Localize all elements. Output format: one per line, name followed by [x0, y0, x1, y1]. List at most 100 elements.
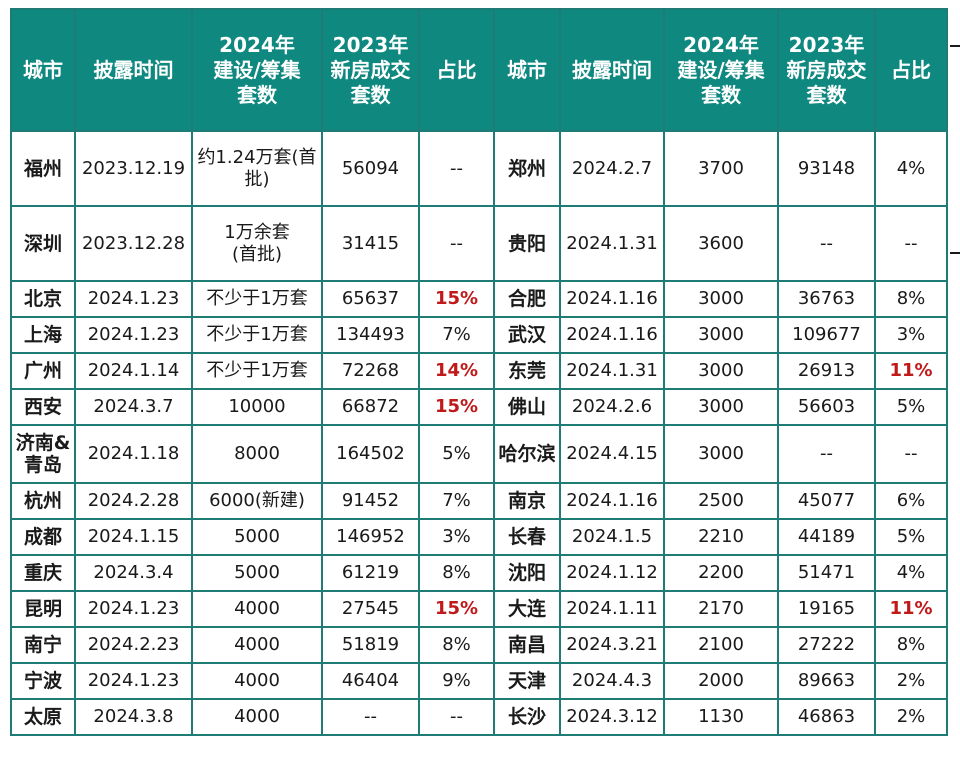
- left-city-cell: 济南& 青岛: [10, 424, 76, 484]
- right-city-cell: 沈阳: [493, 554, 561, 592]
- left-sales-cell: 91452: [321, 482, 420, 520]
- left-city-cell: 广州: [10, 352, 76, 390]
- left-date-cell: 2024.3.8: [74, 698, 193, 736]
- left-date-cell: 2024.1.18: [74, 424, 193, 484]
- header-date-right: 披露时间: [559, 8, 665, 132]
- header-city-left: 城市: [10, 8, 76, 132]
- left-sales-cell: 51819: [321, 626, 420, 664]
- right-city-cell: 郑州: [493, 130, 561, 207]
- right-sales-cell: 45077: [777, 482, 876, 520]
- left-city-cell: 福州: [10, 130, 76, 207]
- right-build-cell: 3000: [663, 316, 779, 354]
- right-sales-cell: --: [777, 205, 876, 282]
- left-city-cell: 太原: [10, 698, 76, 736]
- right-city-cell: 哈尔滨: [493, 424, 561, 484]
- right-city-cell: 合肥: [493, 280, 561, 318]
- header-row: 城市 披露时间 2024年 建设/筹集 套数 2023年 新房成交 套数 占比 …: [10, 8, 948, 132]
- left-date-cell: 2023.12.28: [74, 205, 193, 282]
- left-city-cell: 杭州: [10, 482, 76, 520]
- right-date-cell: 2024.1.16: [559, 316, 665, 354]
- right-ratio-cell: 3%: [874, 316, 948, 354]
- left-city-cell: 南宁: [10, 626, 76, 664]
- right-build-cell: 3000: [663, 424, 779, 484]
- right-sales-cell: 19165: [777, 590, 876, 628]
- right-ratio-cell: 4%: [874, 554, 948, 592]
- right-ratio-cell: 11%: [874, 352, 948, 390]
- left-date-cell: 2024.1.23: [74, 280, 193, 318]
- right-build-cell: 2100: [663, 626, 779, 664]
- right-date-cell: 2024.3.21: [559, 626, 665, 664]
- left-date-cell: 2024.1.23: [74, 662, 193, 700]
- right-build-cell: 2000: [663, 662, 779, 700]
- right-city-cell: 佛山: [493, 388, 561, 426]
- left-ratio-cell: 15%: [418, 590, 495, 628]
- right-date-cell: 2024.1.5: [559, 518, 665, 556]
- left-city-cell: 上海: [10, 316, 76, 354]
- left-build-cell: 约1.24万套(首 批): [191, 130, 323, 207]
- right-date-cell: 2024.3.12: [559, 698, 665, 736]
- table-row: 广州 2024.1.14 不少于1万套 72268 14% 东莞 2024.1.31 3000…: [10, 352, 948, 390]
- right-ratio-cell: 8%: [874, 626, 948, 664]
- header-build-right: 2024年 建设/筹集 套数: [663, 8, 779, 132]
- left-build-cell: 6000(新建): [191, 482, 323, 520]
- right-build-cell: 3000: [663, 280, 779, 318]
- left-sales-cell: 72268: [321, 352, 420, 390]
- right-city-cell: 大连: [493, 590, 561, 628]
- left-ratio-cell: 7%: [418, 316, 495, 354]
- left-build-cell: 不少于1万套: [191, 352, 323, 390]
- right-sales-cell: 26913: [777, 352, 876, 390]
- left-date-cell: 2024.1.23: [74, 316, 193, 354]
- right-date-cell: 2024.4.3: [559, 662, 665, 700]
- right-city-cell: 南京: [493, 482, 561, 520]
- left-sales-cell: 65637: [321, 280, 420, 318]
- right-ratio-cell: 2%: [874, 698, 948, 736]
- right-sales-cell: 27222: [777, 626, 876, 664]
- right-city-cell: 东莞: [493, 352, 561, 390]
- right-ratio-cell: --: [874, 424, 948, 484]
- left-ratio-cell: --: [418, 205, 495, 282]
- left-ratio-cell: 7%: [418, 482, 495, 520]
- left-city-cell: 宁波: [10, 662, 76, 700]
- right-ratio-cell: 6%: [874, 482, 948, 520]
- left-sales-cell: 27545: [321, 590, 420, 628]
- left-city-cell: 昆明: [10, 590, 76, 628]
- left-date-cell: 2024.3.7: [74, 388, 193, 426]
- right-build-cell: 3700: [663, 130, 779, 207]
- header-build-left: 2024年 建设/筹集 套数: [191, 8, 323, 132]
- left-ratio-cell: --: [418, 130, 495, 207]
- header-date-left: 披露时间: [74, 8, 193, 132]
- right-sales-cell: --: [777, 424, 876, 484]
- left-city-cell: 深圳: [10, 205, 76, 282]
- right-city-cell: 武汉: [493, 316, 561, 354]
- right-build-cell: 3000: [663, 352, 779, 390]
- left-date-cell: 2024.2.28: [74, 482, 193, 520]
- right-build-cell: 2210: [663, 518, 779, 556]
- left-build-cell: 4000: [191, 626, 323, 664]
- right-date-cell: 2024.1.16: [559, 482, 665, 520]
- left-build-cell: 4000: [191, 662, 323, 700]
- right-ratio-cell: 5%: [874, 388, 948, 426]
- right-sales-cell: 36763: [777, 280, 876, 318]
- header-ratio-right: 占比: [874, 8, 948, 132]
- left-build-cell: 5000: [191, 518, 323, 556]
- right-city-cell: 长春: [493, 518, 561, 556]
- header-sales-right: 2023年 新房成交 套数: [777, 8, 876, 132]
- left-build-cell: 不少于1万套: [191, 316, 323, 354]
- left-date-cell: 2024.1.23: [74, 590, 193, 628]
- left-ratio-cell: 5%: [418, 424, 495, 484]
- left-city-cell: 西安: [10, 388, 76, 426]
- housing-data-table: 城市 披露时间 2024年 建设/筹集 套数 2023年 新房成交 套数 占比 …: [10, 8, 948, 736]
- left-date-cell: 2024.1.14: [74, 352, 193, 390]
- left-sales-cell: 61219: [321, 554, 420, 592]
- table-row: 杭州 2024.2.28 6000(新建) 91452 7% 南京 2024.1.16 250…: [10, 482, 948, 520]
- right-date-cell: 2024.1.31: [559, 205, 665, 282]
- left-build-cell: 8000: [191, 424, 323, 484]
- right-sales-cell: 93148: [777, 130, 876, 207]
- table-row: 西安 2024.3.7 10000 66872 15% 佛山 2024.2.6 3000 566…: [10, 388, 948, 426]
- left-city-cell: 成都: [10, 518, 76, 556]
- header-sales-left: 2023年 新房成交 套数: [321, 8, 420, 132]
- right-sales-cell: 46863: [777, 698, 876, 736]
- left-sales-cell: 134493: [321, 316, 420, 354]
- table-row: 深圳 2023.12.28 1万余套 (首批) 31415 -- 贵阳 2024.1.31 3…: [10, 205, 948, 282]
- left-ratio-cell: 3%: [418, 518, 495, 556]
